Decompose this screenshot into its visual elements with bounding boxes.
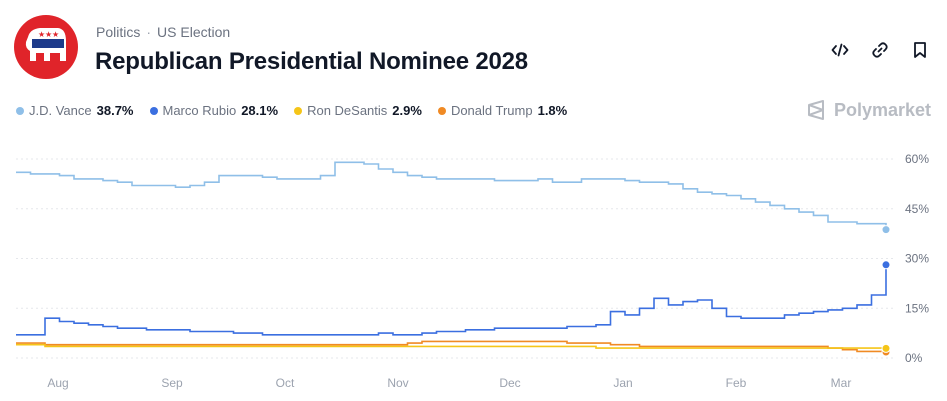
legend-item-trump[interactable]: Donald Trump 1.8% bbox=[437, 103, 568, 118]
chart-legend: J.D. Vance 38.7% Marco Rubio 28.1% Ron D… bbox=[16, 103, 567, 118]
breadcrumb-separator: · bbox=[146, 24, 152, 40]
legend-name: J.D. Vance bbox=[29, 103, 92, 118]
legend-value: 2.9% bbox=[392, 103, 422, 118]
series-line-marco-rubio bbox=[16, 264, 887, 336]
x-tick-label: Dec bbox=[499, 376, 520, 390]
x-tick-label: Jan bbox=[613, 376, 632, 390]
legend-value: 28.1% bbox=[241, 103, 279, 118]
embed-button[interactable] bbox=[826, 38, 854, 62]
polymarket-logo-icon bbox=[808, 100, 824, 120]
legend-dot bbox=[149, 106, 158, 115]
brand-name: Polymarket bbox=[834, 99, 932, 120]
x-tick-label: Mar bbox=[831, 376, 852, 390]
series-endpoint-ron-desantis bbox=[881, 343, 891, 353]
legend-item-rubio[interactable]: Marco Rubio 28.1% bbox=[149, 103, 279, 118]
series-endpoint-marco-rubio bbox=[881, 260, 891, 270]
x-axis-ticks: Aug Sep Oct Nov Dec Jan Feb Mar bbox=[47, 376, 851, 390]
legend-item-vance[interactable]: J.D. Vance 38.7% bbox=[16, 103, 134, 118]
x-tick-label: Aug bbox=[47, 376, 68, 390]
y-tick-label: 30% bbox=[905, 252, 929, 266]
legend-name: Donald Trump bbox=[450, 103, 533, 118]
y-axis-ticks: 60% 45% 30% 15% 0% bbox=[905, 152, 929, 365]
breadcrumb: Politics · US Election bbox=[96, 24, 230, 40]
legend-dot bbox=[437, 106, 446, 115]
x-tick-label: Oct bbox=[276, 376, 295, 390]
y-tick-label: 45% bbox=[905, 202, 929, 216]
x-tick-label: Sep bbox=[161, 376, 183, 390]
republican-logo: ★ ★ ★ bbox=[14, 15, 78, 79]
legend-name: Marco Rubio bbox=[162, 103, 237, 118]
page-title: Republican Presidential Nominee 2028 bbox=[95, 48, 528, 75]
republican-elephant-icon: ★ ★ ★ bbox=[14, 15, 78, 79]
copy-link-button[interactable] bbox=[866, 38, 894, 62]
chart-lines bbox=[16, 161, 891, 357]
svg-text:★: ★ bbox=[45, 30, 52, 39]
bookmark-icon bbox=[914, 42, 926, 58]
y-tick-label: 0% bbox=[905, 351, 923, 365]
x-tick-label: Nov bbox=[387, 376, 408, 390]
legend-dot bbox=[294, 106, 303, 115]
polymarket-brand: Polymarket bbox=[806, 99, 931, 121]
breadcrumb-us-election[interactable]: US Election bbox=[157, 24, 231, 40]
price-history-chart[interactable]: 60% 45% 30% 15% 0% Aug Sep Oct Nov Dec Jan Feb Mar bbox=[0, 140, 947, 395]
svg-text:★: ★ bbox=[52, 30, 59, 39]
series-endpoint-j-d-vance bbox=[881, 225, 891, 235]
series-line-j-d-vance bbox=[16, 161, 887, 230]
y-tick-label: 15% bbox=[905, 301, 929, 315]
svg-text:★: ★ bbox=[38, 30, 45, 39]
legend-value: 1.8% bbox=[537, 103, 568, 118]
code-icon bbox=[831, 43, 849, 57]
series-line-donald-trump bbox=[16, 340, 887, 353]
action-bar bbox=[826, 38, 934, 62]
legend-dot bbox=[16, 106, 24, 115]
breadcrumb-politics[interactable]: Politics bbox=[96, 24, 141, 40]
legend-item-desantis[interactable]: Ron DeSantis 2.9% bbox=[294, 103, 422, 118]
chart-grid bbox=[16, 158, 896, 359]
x-tick-label: Feb bbox=[726, 376, 747, 390]
legend-name: Ron DeSantis bbox=[307, 103, 388, 118]
legend-value: 38.7% bbox=[96, 103, 134, 118]
y-tick-label: 60% bbox=[905, 152, 929, 166]
link-icon bbox=[872, 42, 888, 58]
series-line-ron-desantis bbox=[16, 343, 887, 349]
bookmark-button[interactable] bbox=[906, 38, 934, 62]
